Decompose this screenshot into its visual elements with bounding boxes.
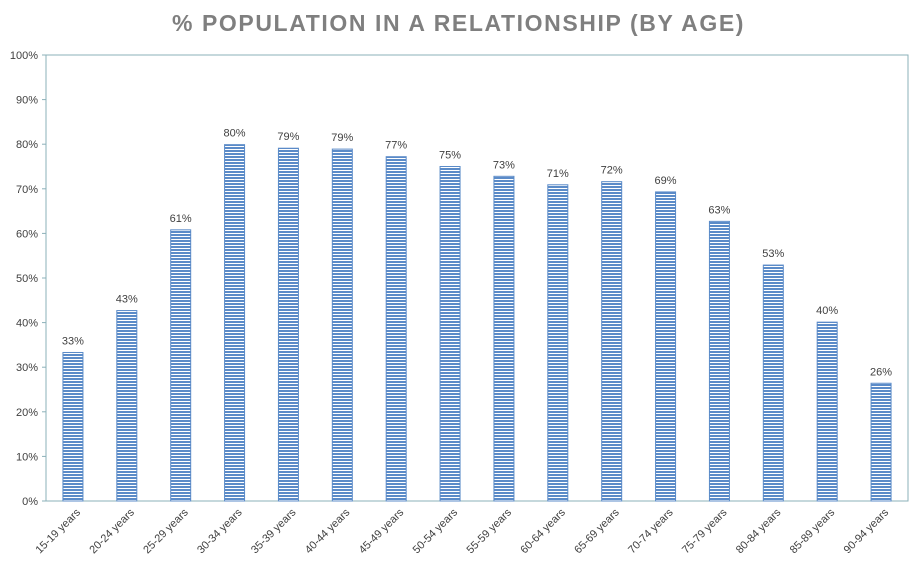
bar	[870, 382, 892, 502]
x-tick-label: 60-64 years	[518, 506, 568, 556]
bar	[224, 144, 246, 502]
x-tick-label: 25-29 years	[141, 506, 191, 556]
x-tick-label: 35-39 years	[249, 506, 299, 556]
bar	[547, 184, 569, 502]
bar	[385, 156, 407, 502]
y-tick-label: 50%	[16, 273, 38, 285]
x-tick-label: 90-94 years	[842, 506, 892, 556]
x-tick-label: 70-74 years	[626, 506, 676, 556]
x-tick-label: 50-54 years	[411, 506, 461, 556]
y-tick-label: 60%	[16, 228, 38, 240]
x-tick-label: 55-59 years	[464, 506, 514, 556]
bar	[816, 321, 838, 502]
bar	[493, 175, 515, 502]
data-label: 77%	[385, 140, 407, 152]
bar	[62, 351, 84, 502]
x-tick-label: 40-44 years	[303, 506, 353, 556]
bar	[170, 229, 192, 502]
bar	[762, 264, 784, 502]
x-tick-label: 75-79 years	[680, 506, 730, 556]
y-tick-label: 90%	[16, 95, 38, 107]
bar	[277, 147, 299, 502]
data-label: 43%	[116, 294, 138, 306]
x-tick-label: 15-19 years	[33, 506, 83, 556]
data-label: 73%	[493, 159, 515, 171]
x-tick-label: 45-49 years	[357, 506, 407, 556]
data-label: 63%	[708, 204, 730, 216]
y-tick-label: 70%	[16, 184, 38, 196]
y-tick-label: 100%	[10, 50, 38, 62]
data-label: 71%	[547, 168, 569, 180]
data-label: 80%	[224, 128, 246, 140]
data-label: 79%	[331, 132, 353, 144]
bar	[116, 310, 138, 502]
x-tick-label: 80-84 years	[734, 506, 784, 556]
bar	[601, 181, 623, 502]
y-tick-label: 30%	[16, 362, 38, 374]
x-tick-label: 85-89 years	[788, 506, 838, 556]
y-tick-label: 0%	[22, 496, 38, 508]
x-tick-label: 65-69 years	[572, 506, 622, 556]
chart-title: % POPULATION IN A RELATIONSHIP (BY AGE)	[171, 10, 746, 36]
data-label: 53%	[762, 248, 784, 260]
bar	[655, 191, 677, 502]
data-label: 69%	[655, 175, 677, 187]
x-tick-label: 20-24 years	[87, 506, 137, 556]
y-tick-label: 80%	[16, 139, 38, 151]
data-label: 26%	[870, 366, 892, 378]
data-label: 61%	[170, 213, 192, 225]
y-tick-label: 40%	[16, 318, 38, 330]
y-tick-label: 10%	[16, 451, 38, 463]
data-label: 72%	[601, 165, 623, 177]
bar	[439, 166, 461, 502]
x-tick-label: 30-34 years	[195, 506, 245, 556]
y-tick-label: 20%	[16, 407, 38, 419]
data-label: 79%	[277, 131, 299, 143]
bar	[331, 148, 353, 502]
data-label: 75%	[439, 150, 461, 162]
data-label: 33%	[62, 335, 84, 347]
bar	[708, 220, 730, 502]
data-label: 40%	[816, 305, 838, 317]
